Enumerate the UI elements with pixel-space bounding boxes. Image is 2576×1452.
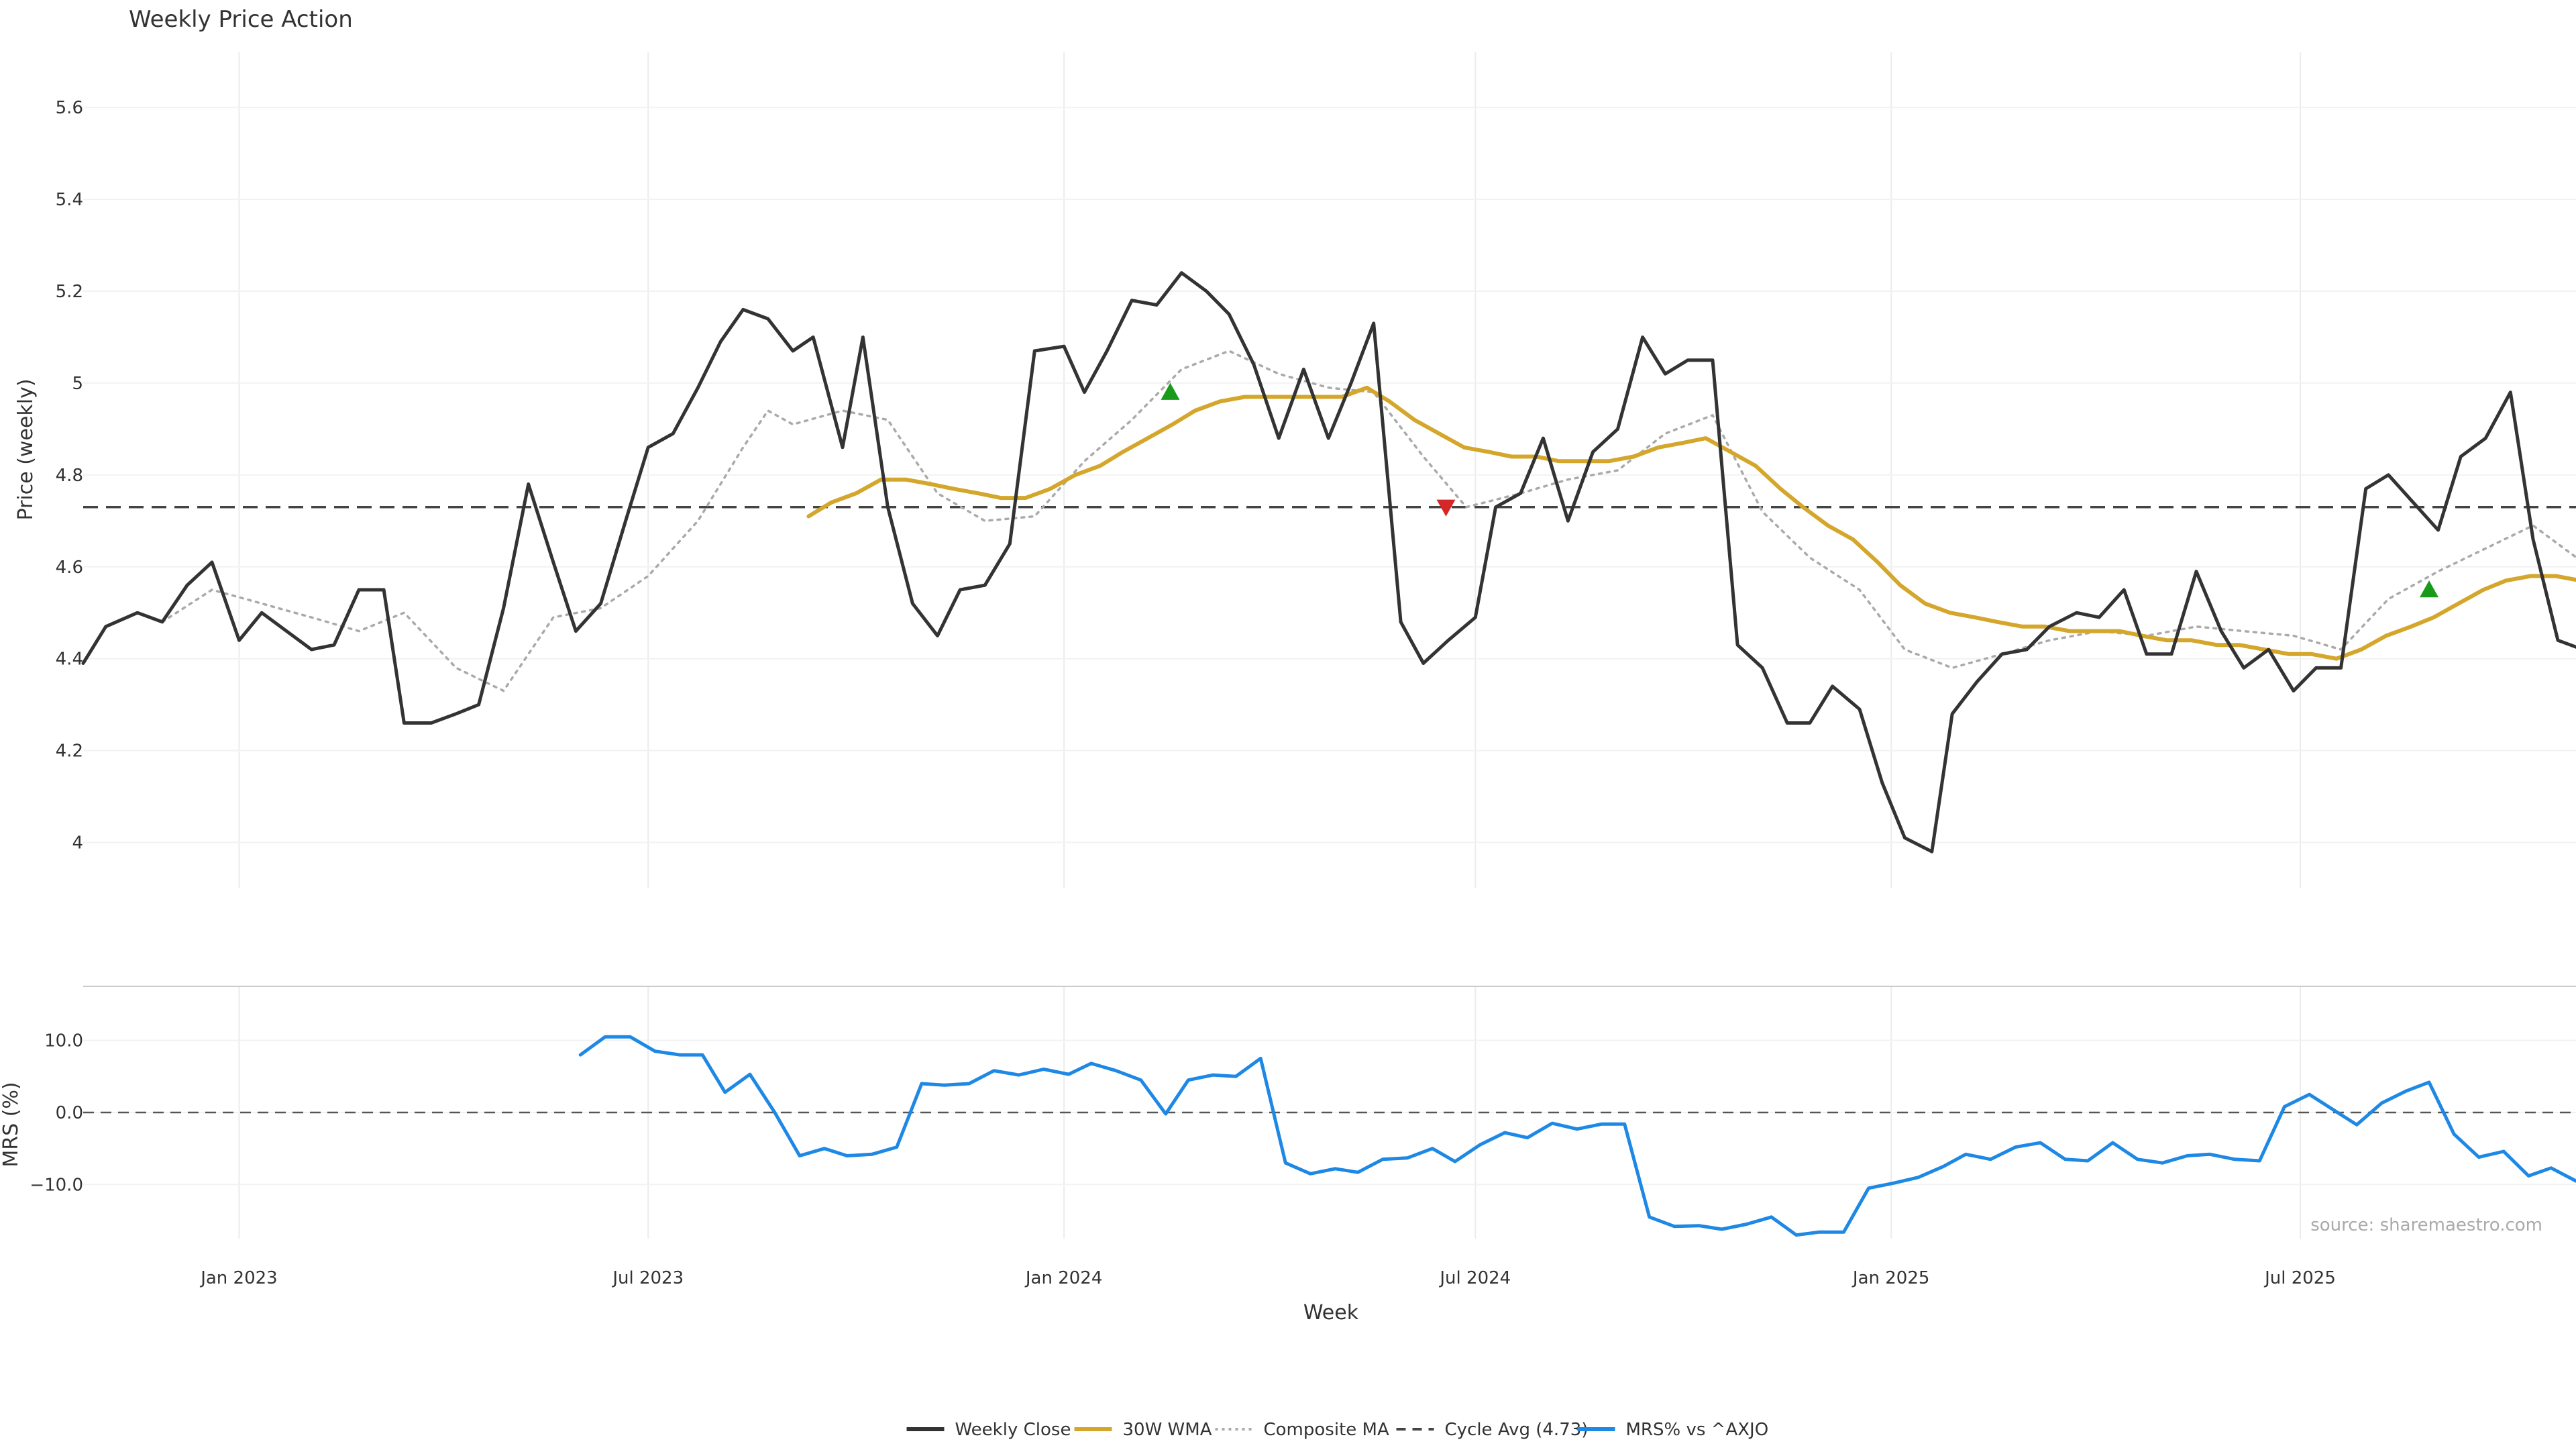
mrs-y-axis-label: MRS (%) xyxy=(0,1082,23,1167)
chart-title: Weekly Price Action xyxy=(129,6,353,33)
price-y-tick-label: 4.8 xyxy=(56,466,83,486)
reference-line-layer xyxy=(83,506,2576,1114)
x-tick-label: Jan 2025 xyxy=(1851,1268,1930,1288)
grid-layer xyxy=(83,52,2576,1239)
x-tick-label: Jan 2024 xyxy=(1024,1268,1103,1288)
axis-layer: Jan 2023 Jul 2023 Jan 2024 Jul 2024 Jan 2025… xyxy=(30,98,2576,1288)
legend-label: Composite MA xyxy=(1264,1420,1389,1440)
buy-signal-marker xyxy=(2420,580,2439,598)
mrs-y-tick-label: 10.0 xyxy=(44,1031,83,1051)
price-y-tick-label: 4.4 xyxy=(56,650,83,670)
sell-signal-marker xyxy=(1436,499,1456,517)
mrs-y-tick-label: 0.0 xyxy=(56,1103,83,1123)
series-layer xyxy=(81,271,2576,1237)
marker-layer xyxy=(1161,382,2439,598)
price-y-axis-label: Price (weekly) xyxy=(14,378,38,520)
legend: Weekly Close 30W WMA Composite MA Cycle Avg… xyxy=(906,1420,1769,1440)
wma-30w-line xyxy=(806,385,2576,661)
price-y-tick-label: 5.6 xyxy=(56,98,83,118)
price-y-tick-label: 4 xyxy=(72,833,83,853)
x-tick-label: Jul 2025 xyxy=(2263,1268,2336,1288)
composite-ma-line xyxy=(161,350,2576,692)
buy-signal-marker xyxy=(1161,382,1180,400)
mrs-line xyxy=(578,1035,2576,1237)
price-y-tick-label: 5 xyxy=(72,374,83,394)
x-tick-label: Jul 2024 xyxy=(1438,1268,1511,1288)
legend-label: MRS% vs ^AXJO xyxy=(1626,1420,1769,1440)
x-tick-label: Jan 2023 xyxy=(199,1268,278,1288)
legend-label: Weekly Close xyxy=(955,1420,1071,1440)
price-y-tick-label: 5.2 xyxy=(56,282,83,302)
legend-label: 30W WMA xyxy=(1123,1420,1212,1440)
price-y-tick-label: 4.2 xyxy=(56,741,83,762)
x-tick-label: Jul 2023 xyxy=(611,1268,684,1288)
price-y-tick-label: 5.4 xyxy=(56,190,83,210)
legend-label: Cycle Avg (4.73) xyxy=(1445,1420,1589,1440)
source-note: source: sharemaestro.com xyxy=(2310,1215,2542,1235)
x-axis-label: Week xyxy=(1303,1301,1359,1325)
price-y-tick-label: 4.6 xyxy=(56,558,83,578)
weekly-close-line xyxy=(81,271,2576,853)
mrs-y-tick-label: −10.0 xyxy=(30,1175,83,1195)
